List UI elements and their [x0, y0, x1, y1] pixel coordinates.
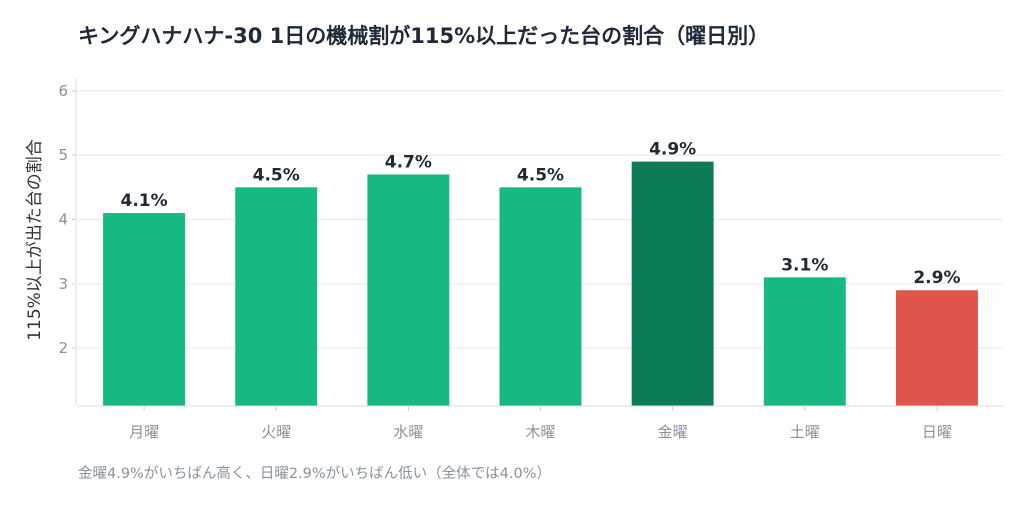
- value-label: 4.9%: [649, 140, 696, 160]
- x-tick-label: 木曜: [525, 423, 555, 441]
- value-label: 4.1%: [120, 191, 167, 211]
- value-label: 3.1%: [781, 255, 828, 275]
- value-label: 4.5%: [517, 165, 564, 185]
- x-tick-label: 日曜: [922, 423, 952, 441]
- x-tick-label: 土曜: [790, 423, 820, 441]
- x-tick-labels: 月曜 火曜 水曜 木曜 金曜 土曜 日曜: [129, 406, 952, 441]
- bar: [499, 187, 582, 406]
- y-tick-labels: 2 3 4 5 6: [58, 82, 68, 357]
- y-tick-label: 5: [58, 146, 68, 164]
- x-tick-label: 月曜: [129, 423, 159, 441]
- y-axis-label: 115%以上が出た台の割合: [25, 139, 45, 341]
- value-label: 2.9%: [913, 268, 960, 288]
- value-label: 4.5%: [253, 165, 300, 185]
- chart-title: キングハナハナ-30 1日の機械割が115%以上だった台の割合（曜日別）: [78, 24, 770, 48]
- bar: [367, 174, 450, 406]
- bar: [631, 161, 714, 406]
- y-tick-label: 6: [58, 82, 68, 100]
- footnote: 金曜4.9%がいちばん高く、日曜2.9%がいちばん低い（全体では4.0%）: [78, 466, 552, 482]
- x-tick-label: 金曜: [658, 423, 688, 441]
- bar: [763, 277, 846, 406]
- value-labels: 4.1% 4.5% 4.7% 4.5% 4.9% 3.1% 2.9%: [120, 140, 960, 289]
- x-tick-label: 火曜: [261, 423, 291, 441]
- bar: [235, 187, 318, 406]
- y-tick-label: 2: [58, 339, 68, 357]
- y-tick-label: 3: [58, 275, 68, 293]
- value-label: 4.7%: [385, 152, 432, 172]
- bar: [103, 213, 186, 406]
- y-tick-label: 4: [58, 210, 68, 228]
- bar: [895, 290, 978, 406]
- x-tick-label: 水曜: [393, 423, 423, 441]
- bars: [103, 161, 978, 406]
